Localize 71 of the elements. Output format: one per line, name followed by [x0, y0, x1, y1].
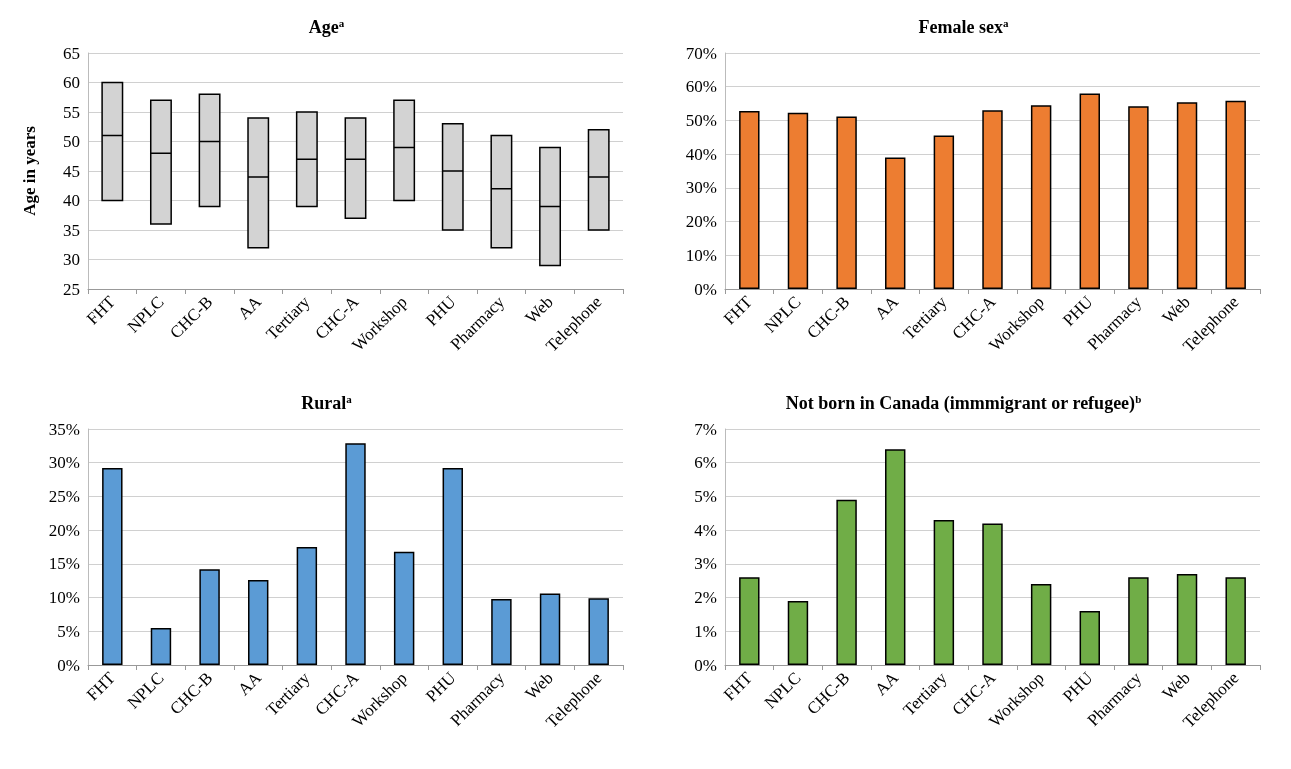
- bar: [1030, 584, 1052, 665]
- bar: [836, 116, 857, 289]
- y-tick-label: 40: [63, 191, 80, 210]
- bar: [787, 112, 809, 289]
- bar: [1176, 102, 1198, 289]
- x-tick-label: AA: [871, 291, 903, 324]
- y-tick-label: 25: [63, 279, 80, 299]
- y-tick-label: 0%: [694, 655, 717, 675]
- y-tick-label: 20%: [685, 212, 717, 232]
- y-tick-label: 3%: [694, 554, 717, 574]
- y-tick-label: 35: [63, 220, 80, 240]
- bar: [539, 593, 561, 665]
- y-tick-label: 1%: [694, 621, 717, 641]
- y-tick-label: 10%: [685, 245, 717, 265]
- x-tick-label: AA: [234, 291, 266, 324]
- y-tick-label: 60%: [685, 77, 717, 97]
- bar: [836, 499, 857, 665]
- bar: [787, 600, 809, 665]
- y-tick-label: 30%: [685, 178, 717, 198]
- bar: [345, 443, 366, 665]
- y-tick-label: 25%: [48, 486, 80, 506]
- bar: [588, 598, 609, 665]
- y-tick-label: 7%: [694, 419, 717, 439]
- bar: [1128, 577, 1149, 665]
- bar: [933, 520, 955, 665]
- y-tick-label: 4%: [694, 520, 717, 540]
- bar: [885, 157, 906, 289]
- bar: [393, 551, 415, 665]
- y-tick-label: 65: [63, 43, 80, 63]
- y-tick-label: 40%: [685, 144, 717, 164]
- y-tick-label: 50: [63, 132, 80, 151]
- y-tick-label: 30%: [48, 453, 80, 473]
- y-tick-label: 5%: [694, 486, 717, 506]
- x-tick-label: AA: [871, 667, 903, 700]
- bar: [739, 110, 760, 289]
- bar: [296, 547, 318, 665]
- y-tick-label: 60: [63, 73, 80, 92]
- y-tick-label: 10%: [48, 588, 80, 608]
- bar: [102, 468, 123, 665]
- bar: [199, 569, 220, 665]
- y-tick-label: 20%: [48, 520, 80, 540]
- x-tick-label: AA: [234, 667, 266, 700]
- y-tick-label: 2%: [694, 588, 717, 608]
- y-tick-label: 50%: [685, 110, 717, 130]
- bar: [1079, 611, 1100, 665]
- y-tick-label: 6%: [694, 453, 717, 473]
- y-axis-title: Age in years: [20, 125, 39, 216]
- y-tick-label: 5%: [57, 621, 80, 641]
- bar: [1030, 105, 1052, 289]
- bar: [982, 523, 1003, 665]
- bar: [1225, 100, 1246, 289]
- y-tick-label: 30: [63, 250, 80, 269]
- bar: [1225, 577, 1246, 665]
- bar: [248, 580, 269, 665]
- y-tick-label: 45: [63, 161, 80, 181]
- bar: [982, 110, 1003, 289]
- y-tick-label: 55: [63, 102, 80, 122]
- bar: [1128, 106, 1149, 289]
- y-tick-label: 0%: [694, 279, 717, 299]
- bar: [150, 627, 172, 665]
- bar: [442, 468, 463, 665]
- y-tick-label: 0%: [57, 655, 80, 675]
- bar: [885, 449, 906, 665]
- y-tick-label: 70%: [685, 43, 717, 63]
- bar: [491, 598, 512, 665]
- bar: [933, 135, 955, 289]
- y-tick-label: 15%: [48, 554, 80, 574]
- bar: [1176, 573, 1198, 665]
- bar: [739, 577, 760, 665]
- bar: [1079, 93, 1100, 289]
- y-tick-label: 35%: [48, 419, 80, 439]
